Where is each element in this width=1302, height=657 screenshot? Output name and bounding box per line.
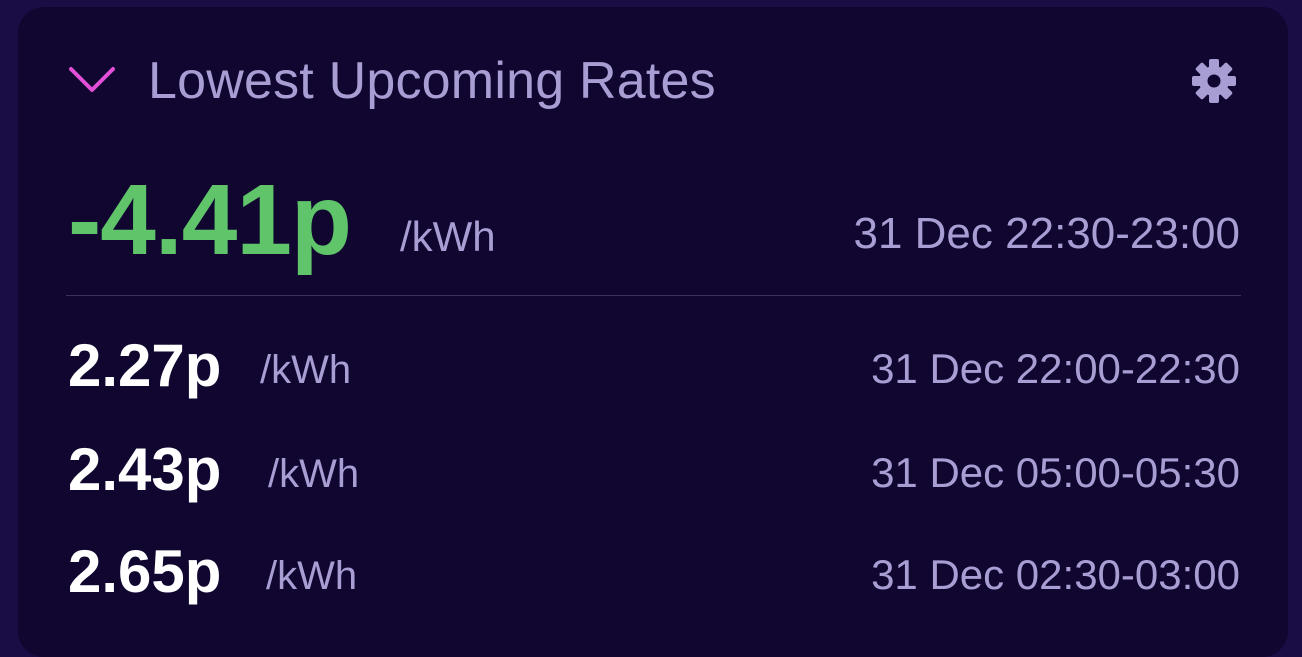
card-title: Lowest Upcoming Rates	[148, 52, 716, 110]
lowest-rates-card: Lowest Upcoming Rates -4.41p /kWh 31 Dec…	[18, 7, 1288, 657]
rate-row: 2.27p /kWh 31 Dec 22:00-22:30	[18, 331, 1288, 421]
rate-unit: /kWh	[266, 554, 358, 598]
gear-icon[interactable]	[1190, 57, 1238, 105]
rate-row: 2.65p /kWh 31 Dec 02:30-03:00	[18, 537, 1288, 627]
divider	[66, 295, 1241, 296]
rate-price: 2.43p	[68, 436, 222, 503]
rate-row: 2.43p /kWh 31 Dec 05:00-05:30	[18, 435, 1288, 525]
rate-time: 31 Dec 02:30-03:00	[871, 551, 1240, 598]
best-rate-unit: /kWh	[400, 213, 496, 260]
best-rate-time: 31 Dec 22:30-23:00	[853, 209, 1240, 258]
rate-price: 2.65p	[68, 538, 222, 605]
chevron-down-icon[interactable]	[68, 65, 116, 95]
rate-time: 31 Dec 05:00-05:30	[871, 449, 1240, 496]
rate-unit: /kWh	[268, 452, 360, 496]
rate-unit: /kWh	[260, 348, 352, 392]
rate-price: 2.27p	[68, 332, 222, 399]
card-header: Lowest Upcoming Rates	[18, 7, 1288, 147]
best-rate-price: -4.41p	[68, 164, 352, 276]
rate-time: 31 Dec 22:00-22:30	[871, 345, 1240, 392]
best-rate-row: -4.41p /kWh 31 Dec 22:30-23:00	[18, 157, 1288, 287]
